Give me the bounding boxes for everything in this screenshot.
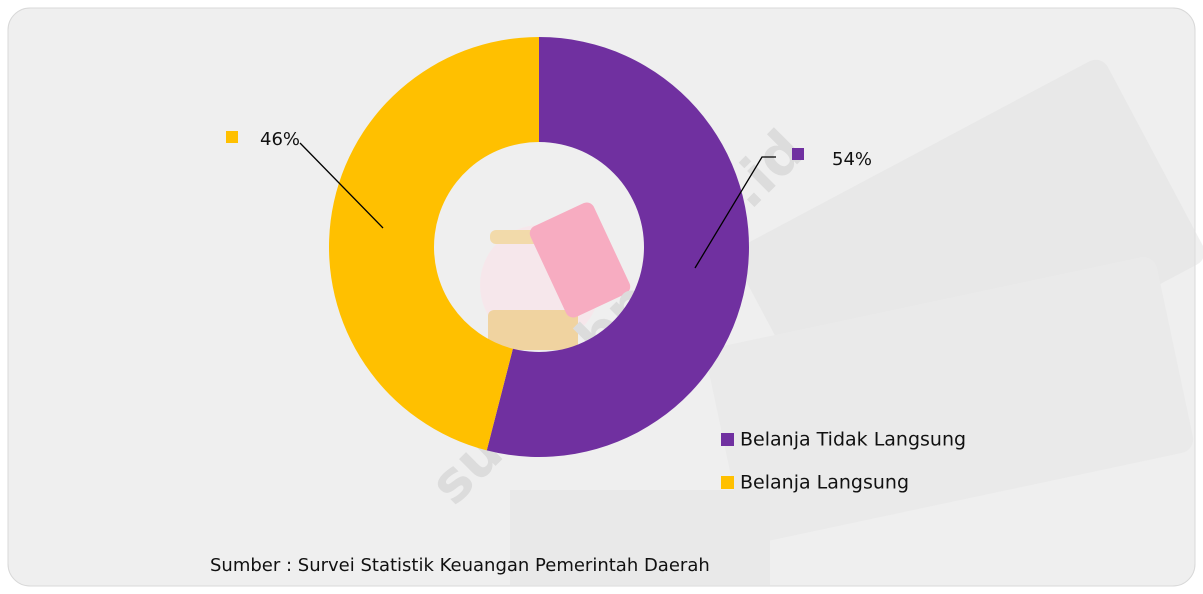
legend-label: Belanja Tidak Langsung: [740, 429, 966, 451]
legend-swatch: [721, 433, 734, 446]
page: sultra.bps.go.id Sumber : Survei Statist…: [0, 0, 1203, 594]
label-swatch: [226, 131, 238, 143]
legend-label: Belanja Langsung: [740, 472, 909, 494]
legend-swatch: [721, 476, 734, 489]
label-swatch: [792, 148, 804, 160]
data-label: 54%: [832, 149, 872, 170]
source-note: Sumber : Survei Statistik Keuangan Pemer…: [210, 555, 710, 576]
data-label: 46%: [260, 129, 300, 150]
chart: sultra.bps.go.id Sumber : Survei Statist…: [0, 0, 1203, 594]
